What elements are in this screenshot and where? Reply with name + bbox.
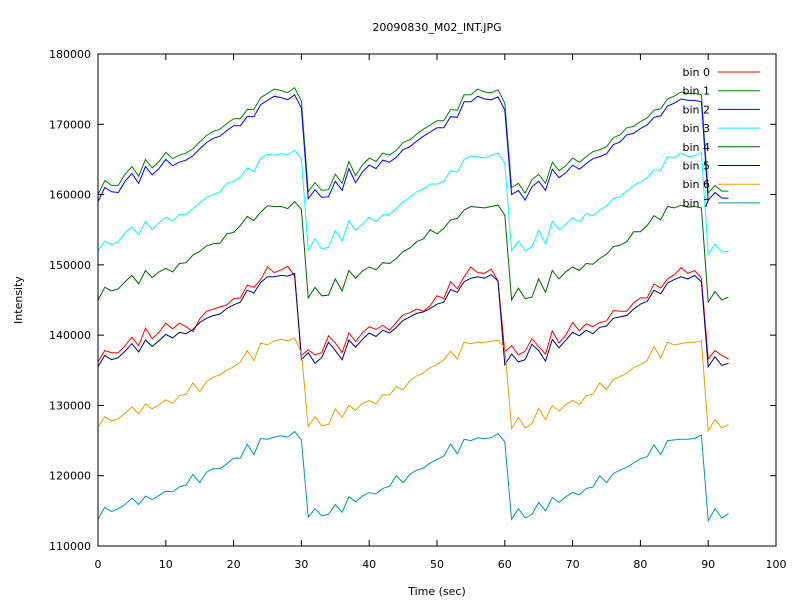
series-lines xyxy=(97,86,729,523)
x-tick-label: 30 xyxy=(294,558,308,571)
y-tick-label: 110000 xyxy=(49,540,91,553)
y-tick-label: 120000 xyxy=(49,470,91,483)
chart-title: 20090830_M02_INT.JPG xyxy=(372,21,501,34)
y-tick-label: 180000 xyxy=(49,48,91,61)
series-line-bin-6 xyxy=(97,337,729,433)
x-tick-label: 0 xyxy=(95,558,102,571)
x-tick-label: 10 xyxy=(159,558,173,571)
series-line-bin-2 xyxy=(97,94,729,202)
x-tick-label: 100 xyxy=(766,558,787,571)
y-tick-label: 130000 xyxy=(49,399,91,412)
x-axis-label: Time (sec) xyxy=(407,585,466,598)
legend-label-bin-7: bin 7 xyxy=(682,197,710,210)
legend-label-bin-2: bin 2 xyxy=(682,103,710,116)
chart-legend: bin 0 bin 1 bin 2 bin 3 bin 4 bin 5 bin 6 bin 7 xyxy=(682,66,760,210)
legend-label-bin-0: bin 0 xyxy=(682,66,710,79)
series-line-bin-5 xyxy=(97,272,729,369)
series-line-bin-0 xyxy=(97,265,729,363)
y-tick-label: 170000 xyxy=(49,118,91,131)
legend-label-bin-6: bin 6 xyxy=(682,178,710,191)
y-tick-label: 140000 xyxy=(49,329,91,342)
y-tick-label: 150000 xyxy=(49,259,91,272)
y-tick-label: 160000 xyxy=(49,189,91,202)
x-tick-label: 40 xyxy=(362,558,376,571)
legend-label-bin-4: bin 4 xyxy=(682,141,710,154)
x-tick-label: 20 xyxy=(227,558,241,571)
plot-area-frame xyxy=(97,53,777,547)
axis-ticks: 0 10 20 30 40 50 60 70 80 90 100 110000 120000 130000… xyxy=(49,48,787,571)
x-tick-label: 90 xyxy=(701,558,715,571)
y-axis-label: Intensity xyxy=(12,276,25,324)
x-tick-label: 50 xyxy=(430,558,444,571)
x-tick-label: 80 xyxy=(633,558,647,571)
legend-label-bin-1: bin 1 xyxy=(682,85,710,98)
legend-label-bin-5: bin 5 xyxy=(682,160,710,173)
series-line-bin-7 xyxy=(97,430,729,523)
x-tick-label: 60 xyxy=(498,558,512,571)
series-line-bin-4 xyxy=(97,200,729,304)
series-line-bin-3 xyxy=(97,149,729,256)
series-line-bin-1 xyxy=(97,86,729,195)
legend-label-bin-3: bin 3 xyxy=(682,122,710,135)
x-tick-label: 70 xyxy=(566,558,580,571)
